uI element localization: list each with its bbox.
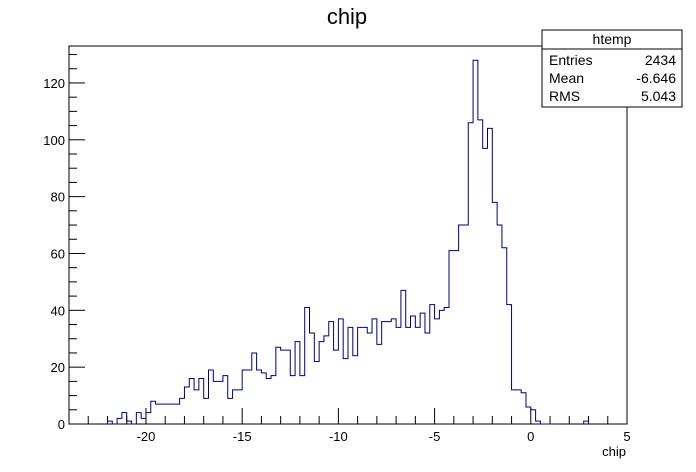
x-tick-label: 5	[623, 429, 630, 444]
y-tick-label: 0	[58, 417, 65, 432]
histogram-outline	[106, 59, 590, 425]
stats-entries-value: 2434	[645, 52, 676, 68]
y-tick-label: 40	[51, 303, 65, 318]
axis-ticks	[68, 54, 628, 425]
axis-tick-labels: -20 -15 -10 -5 0 5 0 20 40 60 80 100 120	[43, 76, 630, 444]
y-tick-label: 100	[43, 133, 65, 148]
stats-mean-value: -6.646	[636, 70, 676, 86]
x-tick-label: -10	[329, 429, 348, 444]
x-axis-title: chip	[602, 444, 626, 459]
x-tick-label: -20	[137, 429, 156, 444]
plot-frame	[68, 45, 628, 425]
y-tick-label: 60	[51, 246, 65, 261]
y-tick-label: 20	[51, 360, 65, 375]
x-tick-label: 0	[527, 429, 534, 444]
y-tick-label: 80	[51, 190, 65, 205]
stats-entries-label: Entries	[549, 52, 593, 68]
x-tick-label: -15	[233, 429, 252, 444]
x-tick-label: -5	[429, 429, 441, 444]
stats-box-frame	[541, 29, 683, 108]
stats-mean-label: Mean	[549, 70, 584, 86]
chart-title: chip	[327, 4, 367, 29]
stats-rms-value: 5.043	[641, 88, 676, 104]
stats-box: htemp Entries 2434 Mean -6.646 RMS 5.043	[541, 29, 683, 108]
stats-rms-label: RMS	[549, 88, 580, 104]
y-tick-label: 120	[43, 76, 65, 91]
stats-box-title: htemp	[593, 31, 632, 47]
